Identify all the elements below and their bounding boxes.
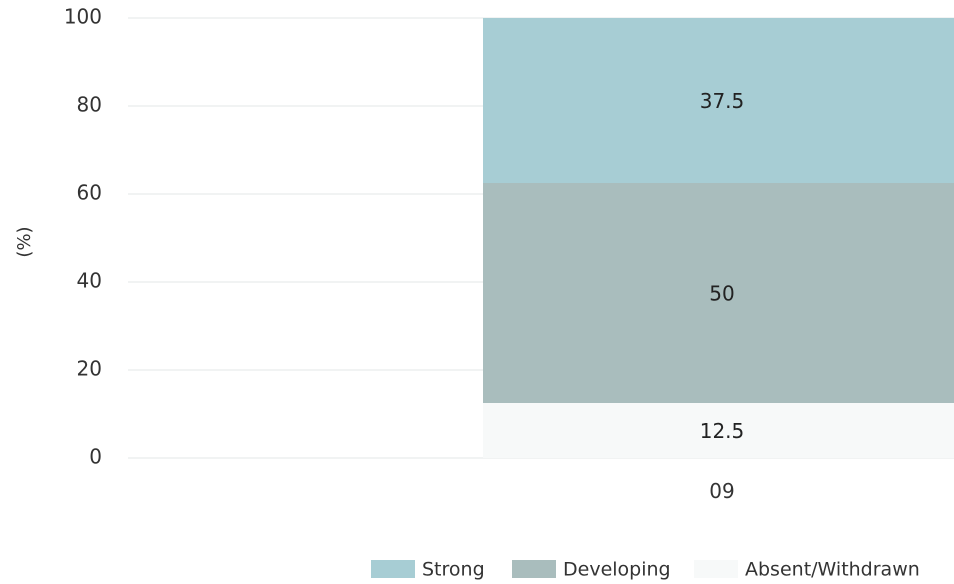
legend-swatch-developing [512,560,556,578]
y-tick-label: 100 [64,5,102,29]
bar-segment-strong [483,18,954,183]
x-tick-label: 09 [709,479,734,503]
legend: Strong Developing Absent/Withdrawn [371,559,920,581]
legend-label: Absent/Withdrawn [745,559,920,581]
legend-swatch-strong [371,560,415,578]
bars: 12.5 50 37.5 [483,18,954,458]
y-axis-title: (%) [14,226,35,257]
y-tick-label: 80 [77,93,102,117]
legend-label: Strong [422,559,485,581]
bar-segment-developing [483,183,954,403]
legend-swatch-absent-withdrawn [694,560,738,578]
legend-label: Developing [563,559,671,581]
data-label: 50 [709,282,734,306]
data-label: 37.5 [700,89,745,113]
y-tick-label: 40 [77,269,102,293]
y-tick-label: 0 [89,445,102,469]
y-tick-label: 60 [77,181,102,205]
data-label: 12.5 [700,419,745,443]
y-axis-ticks: 0 20 40 60 80 100 [64,5,102,469]
bar-segment-absent-withdrawn [483,403,954,458]
y-tick-label: 20 [77,357,102,381]
